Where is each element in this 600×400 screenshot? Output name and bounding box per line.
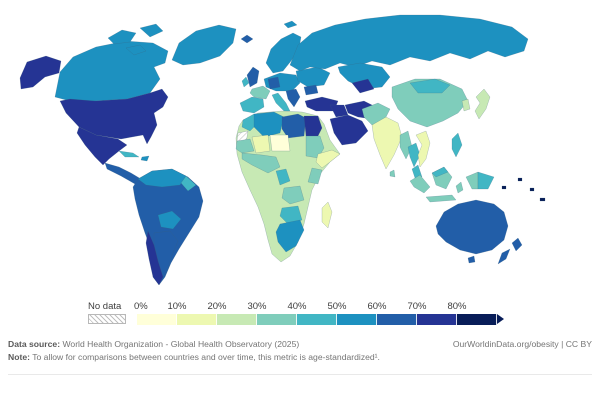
region-china[interactable] bbox=[391, 78, 469, 128]
region-gabon-congo[interactable] bbox=[275, 168, 291, 186]
region-west-new-guinea[interactable] bbox=[465, 171, 479, 190]
legend-tick-20%: 20% bbox=[207, 301, 227, 312]
region-russia[interactable] bbox=[289, 14, 529, 72]
region-greenland[interactable] bbox=[171, 24, 237, 66]
region-mauritania[interactable] bbox=[235, 138, 255, 154]
legend-tick-10%: 10% bbox=[167, 301, 187, 312]
region-libya[interactable] bbox=[281, 113, 307, 139]
region-niger[interactable] bbox=[269, 134, 291, 152]
legend-tick-0%: 0% bbox=[134, 301, 148, 312]
region-pacific-islands[interactable] bbox=[501, 177, 546, 202]
region-scandinavia[interactable] bbox=[265, 32, 302, 74]
legend-bin-2[interactable] bbox=[217, 314, 257, 325]
region-guyanas[interactable] bbox=[180, 175, 197, 192]
region-alaska[interactable] bbox=[19, 55, 62, 90]
map-legend: No data 0% 10% 20% 30% 40% 50% 60% 70% 80% bbox=[0, 300, 600, 330]
legend-tick-30%: 30% bbox=[247, 301, 267, 312]
legend-tick-80%: 80% bbox=[447, 301, 467, 312]
region-hispaniola[interactable] bbox=[140, 155, 150, 162]
region-java[interactable] bbox=[425, 194, 457, 203]
legend-tick-70%: 70% bbox=[407, 301, 427, 312]
region-united-kingdom[interactable] bbox=[246, 66, 260, 88]
region-france[interactable] bbox=[249, 85, 271, 100]
region-sulawesi[interactable] bbox=[455, 181, 464, 194]
region-balkans[interactable] bbox=[285, 88, 301, 108]
legend-tick-40%: 40% bbox=[287, 301, 307, 312]
region-vietnam-laos[interactable] bbox=[415, 130, 431, 168]
region-svalbard[interactable] bbox=[283, 20, 298, 29]
region-bolivia-paraguay[interactable] bbox=[157, 210, 182, 230]
region-cuba[interactable] bbox=[118, 150, 140, 158]
region-ireland[interactable] bbox=[241, 76, 250, 88]
owid-license-link[interactable]: OurWorldinData.org/obesity | CC BY bbox=[452, 339, 592, 349]
region-chile[interactable] bbox=[145, 230, 164, 286]
legend-no-data[interactable]: No data bbox=[88, 301, 128, 324]
region-angola-zambia[interactable] bbox=[281, 185, 305, 205]
region-iberia[interactable] bbox=[239, 96, 265, 114]
no-data-label: No data bbox=[88, 301, 122, 312]
legend-arrow-cap bbox=[497, 314, 504, 324]
note-text: To allow for comparisons between countri… bbox=[32, 352, 380, 363]
region-korea[interactable] bbox=[461, 98, 471, 112]
data-source-line: Data source: World Health Organization -… bbox=[8, 338, 299, 351]
region-italy[interactable] bbox=[271, 92, 291, 112]
region-philippines[interactable] bbox=[451, 132, 463, 158]
region-sudan[interactable] bbox=[305, 135, 325, 159]
legend-bin-8[interactable] bbox=[457, 314, 497, 325]
region-thailand[interactable] bbox=[407, 142, 421, 168]
data-source-label: Data source: bbox=[8, 339, 61, 349]
region-borneo-malaysia[interactable] bbox=[431, 166, 449, 178]
region-central-america[interactable] bbox=[104, 162, 142, 185]
chart-footer: Data source: World Health Organization -… bbox=[8, 338, 592, 365]
legend-tick-50%: 50% bbox=[327, 301, 347, 312]
no-data-swatch[interactable] bbox=[88, 314, 126, 324]
region-kenya-tanzania[interactable] bbox=[307, 167, 323, 185]
region-japan[interactable] bbox=[474, 88, 491, 120]
region-central-asia[interactable] bbox=[337, 62, 391, 90]
region-india[interactable] bbox=[371, 116, 403, 170]
legend-bin-6[interactable] bbox=[377, 314, 417, 325]
region-arabian-peninsula[interactable] bbox=[329, 114, 369, 146]
region-colombia-venezuela[interactable] bbox=[137, 168, 187, 188]
region-south-africa[interactable] bbox=[275, 219, 305, 253]
region-horn-of-africa[interactable] bbox=[315, 149, 341, 169]
region-sri-lanka[interactable] bbox=[389, 169, 396, 178]
note-label: Note: bbox=[8, 352, 30, 363]
region-romania-bulgaria[interactable] bbox=[303, 84, 319, 96]
note-line: Note: To allow for comparisons between c… bbox=[8, 351, 592, 364]
region-madagascar[interactable] bbox=[321, 201, 333, 229]
bottom-divider bbox=[8, 374, 592, 375]
region-mexico[interactable] bbox=[76, 126, 128, 166]
region-germany[interactable] bbox=[267, 76, 281, 90]
legend-tick-60%: 60% bbox=[367, 301, 387, 312]
region-algeria[interactable] bbox=[253, 111, 285, 138]
legend-bin-1[interactable] bbox=[177, 314, 217, 325]
region-canadian-arctic[interactable] bbox=[107, 23, 164, 56]
legend-color-scale: 0% 10% 20% 30% 40% 50% 60% 70% 80% bbox=[134, 301, 517, 325]
region-egypt[interactable] bbox=[303, 115, 323, 137]
region-tasmania[interactable] bbox=[467, 255, 476, 264]
world-choropleth-map bbox=[19, 14, 546, 286]
legend-bin-4[interactable] bbox=[297, 314, 337, 325]
legend-bin-3[interactable] bbox=[257, 314, 297, 325]
region-new-zealand[interactable] bbox=[497, 237, 523, 265]
region-uzbekistan-turkmenistan[interactable] bbox=[351, 78, 375, 94]
region-mali[interactable] bbox=[251, 134, 271, 154]
legend-color-bar bbox=[137, 314, 517, 325]
region-mongolia[interactable] bbox=[409, 78, 451, 94]
region-papua-new-guinea[interactable] bbox=[477, 171, 495, 190]
legend-tick-labels: 0% 10% 20% 30% 40% 50% 60% 70% 80% bbox=[134, 301, 517, 313]
region-iceland[interactable] bbox=[240, 34, 254, 44]
legend-bin-5[interactable] bbox=[337, 314, 377, 325]
legend-bin-0[interactable] bbox=[137, 314, 177, 325]
region-west-africa[interactable] bbox=[241, 152, 281, 174]
region-canada[interactable] bbox=[54, 40, 169, 102]
data-source-text[interactable]: World Health Organization - Global Healt… bbox=[62, 339, 300, 349]
region-sumatra[interactable] bbox=[409, 174, 431, 194]
legend-bin-7[interactable] bbox=[417, 314, 457, 325]
region-australia[interactable] bbox=[435, 199, 509, 255]
